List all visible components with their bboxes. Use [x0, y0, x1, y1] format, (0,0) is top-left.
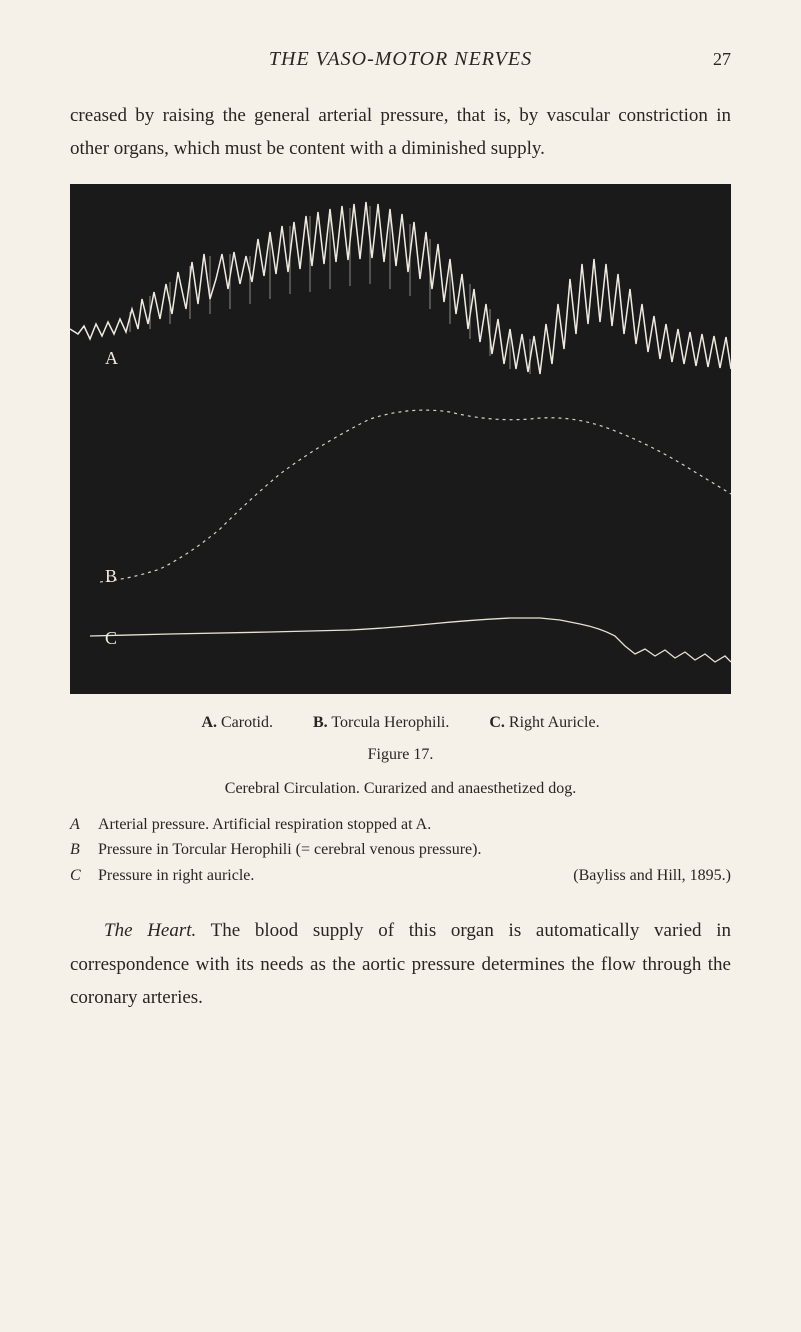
caption-b-text: Torcula Herophili.	[331, 714, 449, 731]
legend-b-letter: B	[70, 837, 98, 863]
caption-legend-list: A Arterial pressure. Artificial respirat…	[70, 812, 731, 889]
figure-background	[70, 184, 731, 694]
legend-c-letter: C	[70, 863, 98, 889]
caption-a-letter: A.	[201, 714, 217, 731]
final-paragraph: The Heart. The blood supply of this orga…	[70, 914, 731, 1014]
caption-b-letter: B.	[313, 714, 328, 731]
caption-figure-number: Figure 17.	[70, 746, 731, 764]
caption-c-letter: C.	[489, 714, 505, 731]
final-para-lead: The Heart.	[104, 920, 196, 941]
page-header: THE VASO-MOTOR NERVES 27	[70, 48, 731, 71]
trace-label-c: C	[105, 628, 117, 648]
caption-trace-labels: A. Carotid. B. Torcula Herophili. C. Rig…	[70, 714, 731, 732]
legend-a-text: Arterial pressure. Artificial respiratio…	[98, 812, 731, 838]
legend-a-letter: A	[70, 812, 98, 838]
caption-c-text: Right Auricle.	[509, 714, 600, 731]
trace-label-b: B	[105, 566, 117, 586]
tracing-svg: A B C	[70, 184, 731, 694]
caption-description: Cerebral Circulation. Curarized and anae…	[70, 780, 731, 798]
legend-row-b: B Pressure in Torcular Herophili (= cere…	[70, 837, 731, 863]
figure-17-tracing: A B C	[70, 184, 731, 694]
caption-a-text: Carotid.	[221, 714, 273, 731]
legend-c-citation: (Bayliss and Hill, 1895.)	[573, 863, 731, 889]
running-title: THE VASO-MOTOR NERVES	[100, 48, 701, 71]
page-number: 27	[701, 49, 731, 70]
legend-row-c: C Pressure in right auricle. (Bayliss an…	[70, 863, 731, 889]
legend-c-text: Pressure in right auricle.	[98, 863, 254, 889]
legend-row-a: A Arterial pressure. Artificial respirat…	[70, 812, 731, 838]
legend-b-text: Pressure in Torcular Herophili (= cerebr…	[98, 837, 731, 863]
intro-paragraph: creased by raising the general arterial …	[70, 99, 731, 166]
trace-label-a: A	[105, 348, 118, 368]
